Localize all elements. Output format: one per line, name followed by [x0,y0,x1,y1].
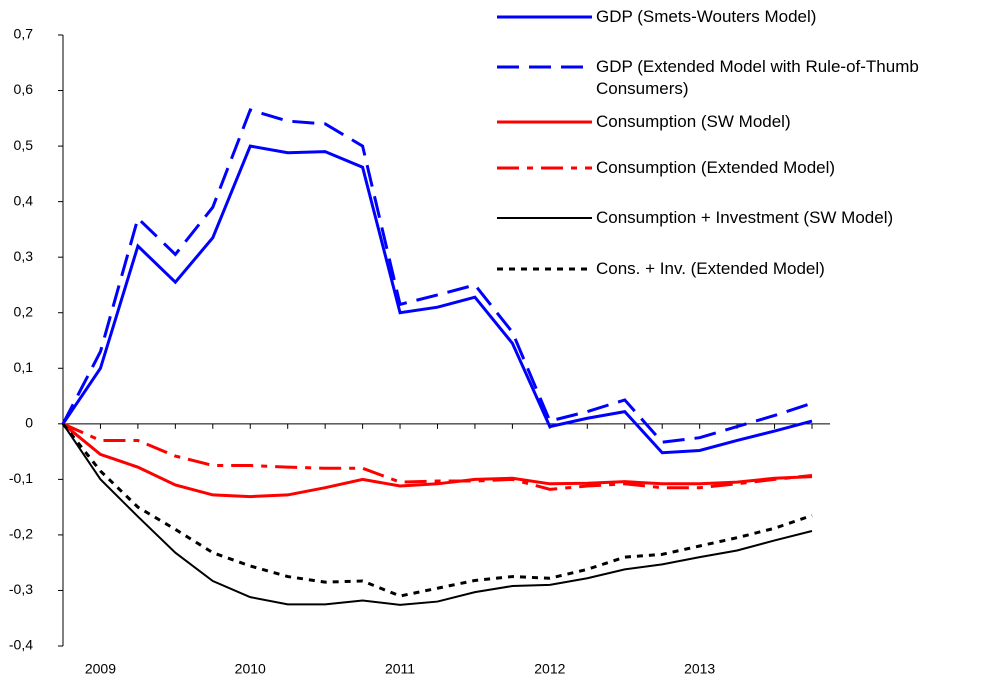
y-tick-label: -0,3 [9,581,33,597]
legend-label: Consumption (Extended Model) [596,158,836,177]
legend-label: GDP (Extended Model with Rule-of-Thumb C… [596,57,919,98]
series-line [62,422,813,499]
y-tick-label: -0,1 [9,470,33,486]
y-tick-label: 0,3 [14,248,34,264]
series-line [61,144,813,455]
y-tick-label: -0,4 [9,637,33,653]
series-line [61,108,813,444]
x-tick-label: 2009 [85,661,116,677]
x-tick-label: 2010 [235,661,266,677]
legend-label: GDP (Smets-Wouters Model) [596,7,817,26]
y-tick-label: 0,7 [14,26,34,42]
x-tick-label: 2013 [684,661,715,677]
y-tick-label: 0,6 [14,81,34,97]
y-tick-label: 0,1 [14,359,34,375]
y-tick-label: 0,2 [14,303,34,319]
series-line [62,423,813,606]
y-tick-label: -0,2 [9,526,33,542]
series-line [61,422,813,598]
x-tick-label: 2011 [385,661,415,677]
y-tick-label: 0 [25,415,33,431]
series-line [62,422,813,491]
y-tick-label: 0,4 [14,192,34,208]
y-tick-label: 0,5 [14,137,34,153]
x-tick-label: 2012 [534,661,565,677]
legend-label: Consumption + Investment (SW Model) [596,208,894,227]
legend-label: Consumption (SW Model) [596,112,791,131]
legend-label: Cons. + Inv. (Extended Model) [596,259,825,278]
